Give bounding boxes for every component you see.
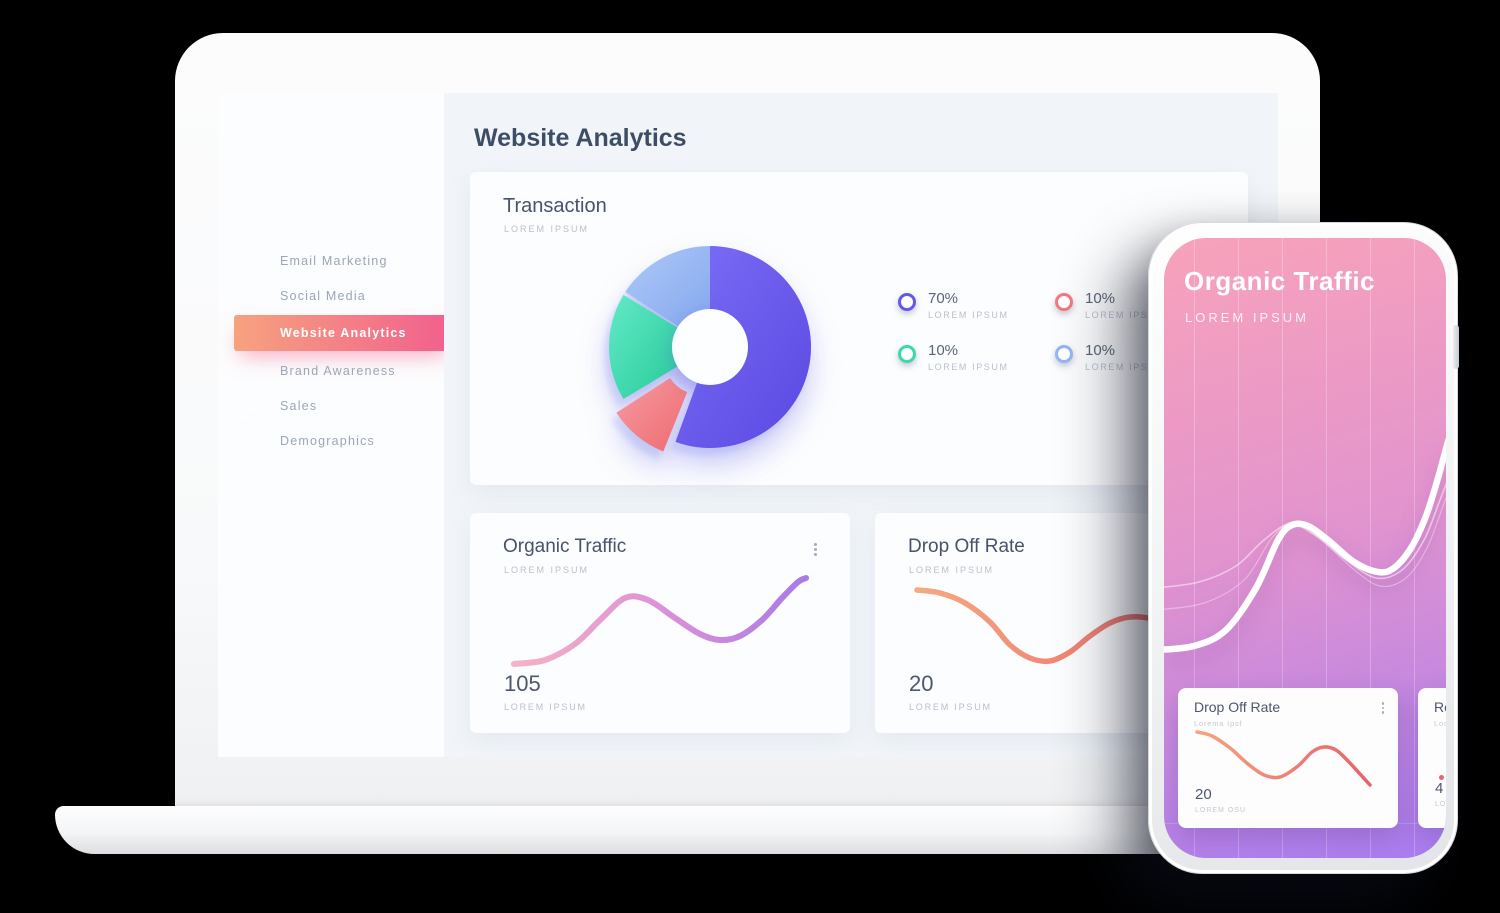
phone-screen: Organic Traffic LOREM IPSUM Drop Off Rat… xyxy=(1164,238,1446,858)
phone-side-button xyxy=(1453,325,1459,369)
transaction-legend: 70% LOREM IPSUM 10% LOREM IPSUM xyxy=(898,290,1225,372)
laptop-base xyxy=(55,806,1293,854)
partial-card-dot-icon xyxy=(1439,775,1444,780)
legend-caption: LOREM IPSUM xyxy=(928,362,1009,372)
legend-caption: LOREM IPSUM xyxy=(1085,310,1166,320)
sidebar-item-sales[interactable]: Sales xyxy=(280,398,318,413)
sidebar: Email Marketing Social Media Website Ana… xyxy=(218,93,452,757)
organic-traffic-value: 105 xyxy=(504,671,541,696)
kebab-menu-icon[interactable] xyxy=(814,543,817,556)
legend-ring-icon xyxy=(898,293,916,311)
legend-ring-icon xyxy=(1055,345,1073,363)
legend-value: 10% xyxy=(1085,342,1116,359)
transaction-subtitle: LOREM IPSUM xyxy=(504,224,590,234)
phone-wave-chart xyxy=(1164,437,1446,653)
legend-caption: LOREM IPSUM xyxy=(1085,362,1166,372)
phone-title: Organic Traffic xyxy=(1184,266,1375,296)
legend-value: 70% xyxy=(928,290,959,307)
drop-off-rate-caption: LOREM IPSUM xyxy=(909,702,992,712)
phone-partial-title: Re xyxy=(1434,699,1446,715)
sidebar-item-social-media[interactable]: Social Media xyxy=(280,288,366,303)
legend-value: 10% xyxy=(928,342,959,359)
phone-partial-card: Re Lor 4 LO xyxy=(1418,688,1446,828)
organic-traffic-subtitle: LOREM IPSUM xyxy=(504,565,590,575)
phone-partial-value: 4 xyxy=(1435,780,1444,797)
organic-traffic-card: Organic Traffic LOREM IPSUM 105 LOREM IP… xyxy=(470,513,850,733)
page-title: Website Analytics xyxy=(474,124,687,152)
organic-traffic-caption: LOREM IPSUM xyxy=(504,702,587,712)
sidebar-nav: Email Marketing Social Media Website Ana… xyxy=(218,243,452,458)
phone-drop-off-value: 20 xyxy=(1195,786,1212,803)
drop-off-rate-title: Drop Off Rate xyxy=(908,536,1025,557)
legend-ring-icon xyxy=(1055,293,1073,311)
legend-item-teal: 10% LOREM IPSUM xyxy=(898,342,1055,372)
legend-item-blue: 10% LOREM IPSUM xyxy=(1055,342,1225,372)
sidebar-item-website-analytics[interactable]: Website Analytics xyxy=(234,315,452,351)
legend-ring-icon xyxy=(898,345,916,363)
laptop-device: Email Marketing Social Media Website Ana… xyxy=(175,33,1320,808)
sidebar-item-demographics[interactable]: Demographics xyxy=(280,433,375,448)
transaction-card: Transaction LOREM IPSUM 70% LOREM IPSUM xyxy=(470,172,1248,485)
phone-partial-caption: LO xyxy=(1435,801,1446,808)
organic-traffic-title: Organic Traffic xyxy=(503,536,627,557)
transaction-donut-chart xyxy=(609,246,811,452)
main-content: Website Analytics Transaction LOREM IPSU… xyxy=(444,93,1278,757)
kebab-menu-icon[interactable] xyxy=(1381,702,1384,714)
legend-caption: LOREM IPSUM xyxy=(928,310,1009,320)
sidebar-item-email-marketing[interactable]: Email Marketing xyxy=(280,253,388,268)
laptop-screen: Email Marketing Social Media Website Ana… xyxy=(218,93,1278,757)
legend-item-red: 10% LOREM IPSUM xyxy=(1055,290,1225,320)
phone-drop-off-card: Drop Off Rate Lorema Ipsf 20 LOREM OSU xyxy=(1178,688,1398,828)
donut-hole xyxy=(672,309,748,385)
phone-drop-off-chart xyxy=(1195,730,1372,787)
hamburger-menu-icon[interactable] xyxy=(233,408,257,420)
phone-device: Organic Traffic LOREM IPSUM Drop Off Rat… xyxy=(1148,222,1458,874)
phone-drop-off-title: Drop Off Rate xyxy=(1194,699,1281,715)
phone-drop-off-subtitle: Lorema Ipsf xyxy=(1194,719,1243,728)
phone-partial-subtitle: Lor xyxy=(1434,719,1446,728)
drop-off-rate-value: 20 xyxy=(909,671,934,696)
phone-subtitle: LOREM IPSUM xyxy=(1185,310,1310,325)
transaction-title: Transaction xyxy=(503,195,607,217)
organic-traffic-chart xyxy=(511,575,809,667)
sidebar-item-brand-awareness[interactable]: Brand Awareness xyxy=(280,363,396,378)
legend-item-purple: 70% LOREM IPSUM xyxy=(898,290,1055,320)
phone-drop-off-caption: LOREM OSU xyxy=(1195,807,1247,814)
drop-off-rate-subtitle: LOREM IPSUM xyxy=(909,565,995,575)
legend-value: 10% xyxy=(1085,290,1116,307)
